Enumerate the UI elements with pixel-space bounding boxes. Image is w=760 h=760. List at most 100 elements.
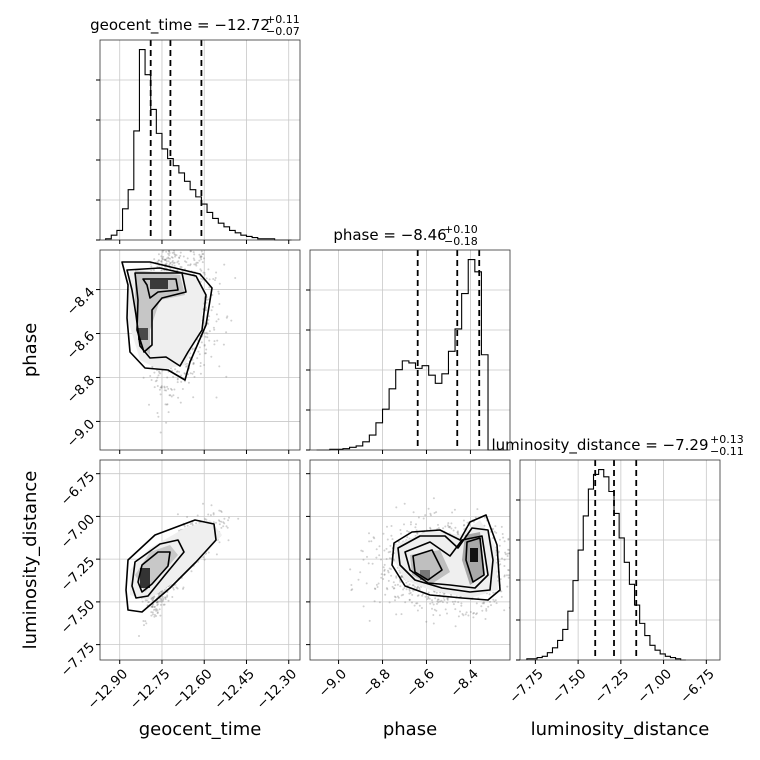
sample-point: [412, 511, 415, 514]
sample-point: [500, 525, 503, 528]
sample-point: [400, 575, 403, 578]
sample-point: [385, 558, 388, 560]
sample-point: [167, 411, 170, 414]
sample-point: [373, 600, 376, 603]
sample-point: [210, 504, 213, 507]
sample-point: [431, 599, 433, 602]
sample-point: [141, 600, 144, 603]
sample-point: [531, 571, 533, 573]
sample-point: [454, 625, 457, 628]
sample-point: [368, 532, 370, 535]
sample-point: [146, 604, 149, 607]
sample-point: [163, 258, 166, 261]
sample-point: [176, 220, 178, 222]
y-tick-label: −8.4: [64, 284, 98, 318]
sample-point: [168, 263, 171, 266]
sample-point: [520, 566, 522, 568]
sample-point: [461, 613, 464, 615]
sample-point: [433, 608, 436, 611]
sample-point: [164, 259, 167, 261]
sample-point: [215, 521, 217, 524]
density-peak: [138, 328, 148, 340]
sample-point: [156, 604, 159, 607]
sample-point: [153, 615, 156, 618]
axes-frame: [99, 459, 301, 661]
sample-point: [493, 600, 496, 603]
sample-point: [163, 386, 166, 389]
sample-point: [463, 524, 466, 526]
sample-point: [187, 234, 189, 236]
sample-point: [489, 600, 491, 603]
sample-point: [165, 260, 168, 263]
sample-point: [437, 601, 440, 604]
sample-point: [446, 601, 449, 604]
sample-point: [418, 586, 421, 589]
sample-point: [482, 601, 485, 604]
sample-point: [173, 251, 176, 254]
sample-point: [388, 557, 391, 560]
sample-point: [475, 602, 478, 605]
sample-point: [408, 598, 411, 601]
sample-point: [208, 286, 211, 289]
sample-point: [446, 612, 448, 615]
sample-point: [164, 596, 167, 599]
contour-line: [131, 539, 185, 599]
sample-point: [501, 533, 504, 535]
sample-point: [357, 578, 360, 581]
sample-point: [202, 271, 205, 274]
sample-point: [160, 591, 163, 594]
sample-point: [145, 622, 148, 625]
sample-point: [174, 254, 177, 256]
sample-point: [503, 575, 506, 578]
sample-point: [203, 344, 206, 347]
sample-point: [199, 372, 202, 375]
x-tick-label: −7.75: [506, 666, 547, 707]
sample-point: [174, 255, 177, 258]
sample-point: [164, 453, 166, 455]
sample-point: [447, 522, 450, 525]
sample-point: [154, 235, 156, 237]
sample-point: [203, 343, 206, 346]
sample-point: [494, 599, 497, 602]
sample-point: [522, 598, 524, 600]
sample-point: [189, 523, 192, 525]
sample-point: [393, 595, 396, 598]
sample-point: [167, 599, 170, 602]
contour-line: [142, 278, 179, 299]
sample-point: [490, 604, 492, 607]
sample-point: [184, 372, 187, 375]
sample-point: [166, 594, 169, 597]
sample-point: [168, 254, 171, 257]
sample-point: [166, 234, 168, 236]
x-tick-label: −12.75: [127, 666, 174, 713]
sample-point: [410, 521, 412, 524]
sample-point: [462, 519, 465, 522]
sample-point: [361, 550, 364, 553]
contour-line: [465, 537, 485, 583]
sample-point: [403, 587, 406, 589]
sample-point: [159, 393, 162, 396]
sample-point: [156, 601, 159, 603]
sample-point: [220, 526, 223, 529]
y-axis-label-phase: phase: [20, 323, 41, 377]
sample-point: [156, 412, 159, 414]
sample-point: [196, 357, 199, 360]
sample-point: [351, 588, 354, 591]
sample-point: [383, 573, 386, 576]
sample-point: [158, 608, 161, 611]
sample-point: [374, 588, 377, 590]
sample-point: [392, 581, 395, 584]
sample-point: [218, 520, 221, 523]
sample-point: [507, 538, 510, 541]
sample-point: [164, 258, 167, 261]
sample-point: [173, 253, 176, 255]
density-peak: [150, 280, 168, 289]
sample-point: [511, 564, 513, 566]
sample-point: [522, 589, 524, 591]
sample-point: [200, 277, 203, 280]
sample-point: [163, 224, 165, 226]
sample-point: [408, 599, 411, 601]
sample-point: [439, 600, 441, 603]
sample-point: [184, 380, 186, 383]
sample-point: [198, 259, 201, 262]
